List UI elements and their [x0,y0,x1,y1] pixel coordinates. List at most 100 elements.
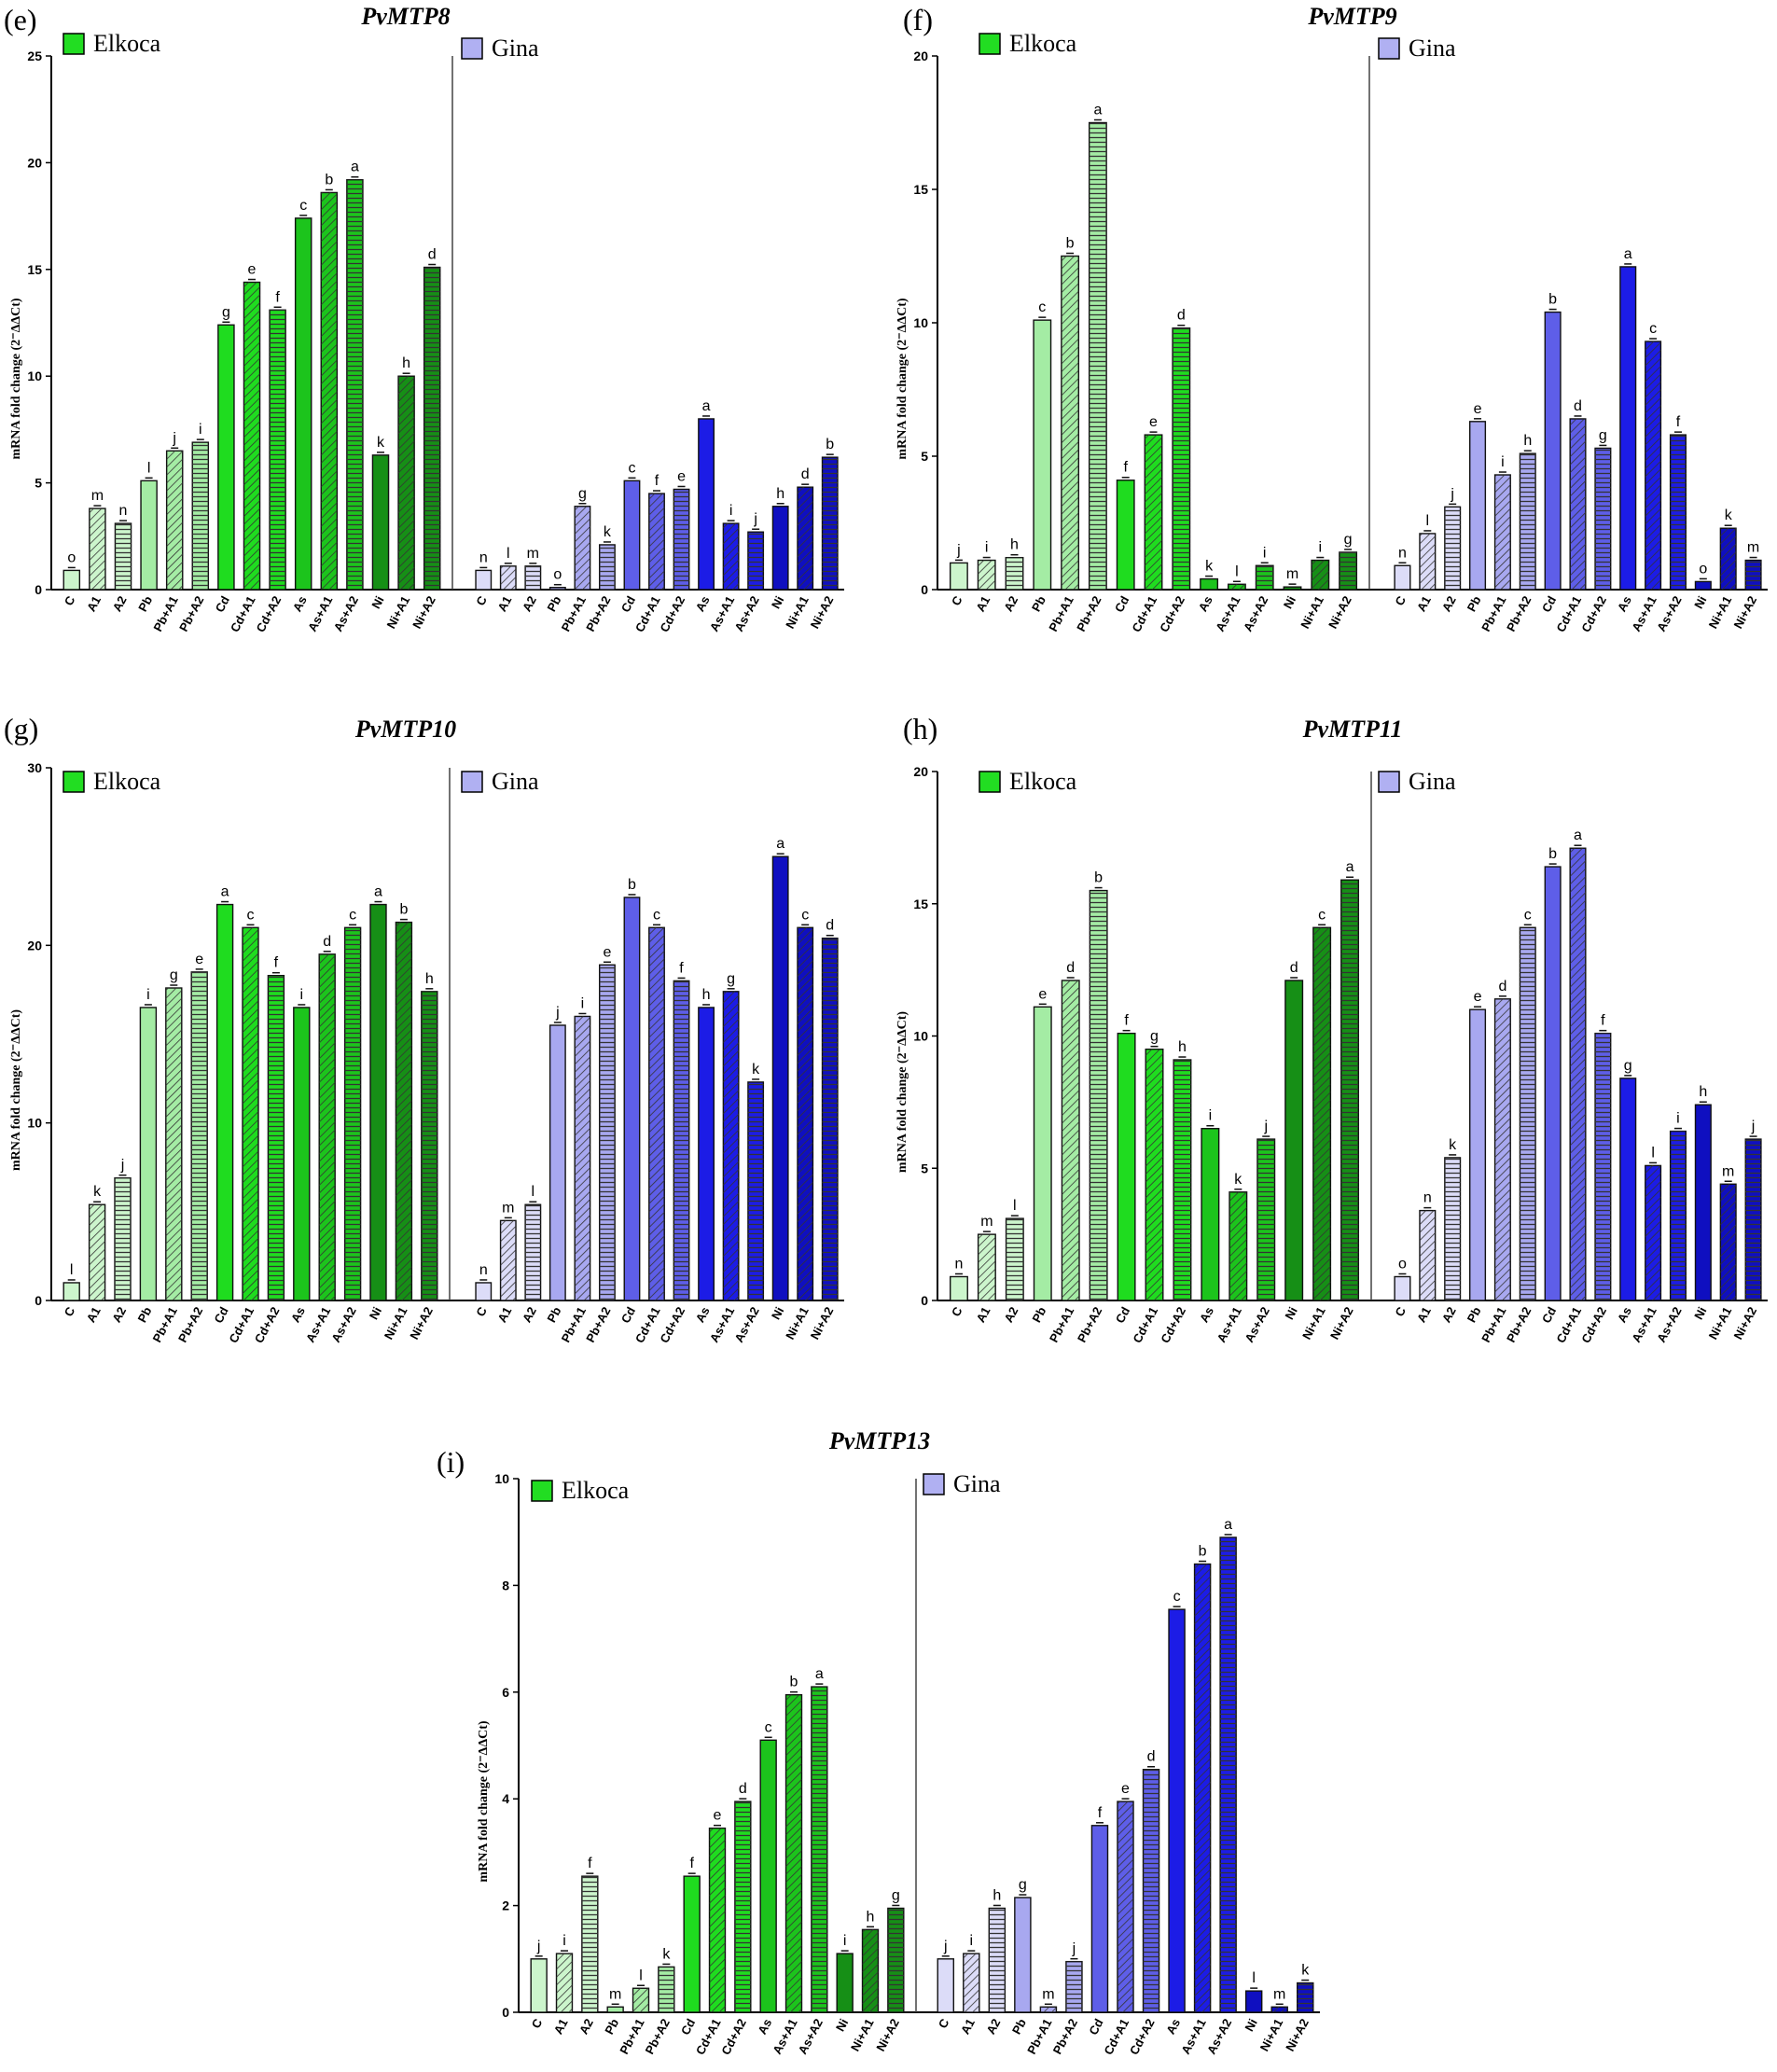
significance-letter: a [1093,103,1102,118]
x-tick-label: Ni+A1 [783,1304,812,1342]
bar-hatch [1745,1139,1761,1300]
x-tick-label: As [755,2016,774,2037]
bar-gina-As [1619,266,1637,591]
x-tick-label: A2 [520,593,539,614]
bar-hatch [1670,1131,1687,1300]
bar-hatch [1645,341,1661,590]
bar-elkoca-C [62,1282,80,1301]
x-tick-label: As [1196,593,1215,614]
x-tick-label: C [473,593,490,608]
bar-gina-As [1168,1608,1186,2013]
bar-hatch [1173,1060,1191,1300]
x-tick-label: A1 [494,1304,514,1325]
bar-hatch [747,532,764,590]
significance-letter: e [248,262,257,278]
bar-hatch [1312,560,1329,590]
x-tick-label: Ni+A2 [1326,593,1354,631]
significance-letter: h [776,486,784,502]
bar-hatch [166,451,183,590]
x-tick-label: As+A2 [1654,593,1684,633]
y-tick-label: 0 [35,582,42,597]
significance-letter: c [1649,321,1657,337]
bar-gina-C [937,1958,955,2013]
significance-letter: g [578,486,587,502]
significance-letter: e [677,468,686,484]
y-axis-label: mRNA fold change (2⁻ΔΔCt) [9,298,23,459]
significance-letter: c [628,460,635,476]
significance-letter: n [479,1262,488,1278]
significance-letter: d [739,1781,747,1797]
x-tick-label: Cd+A1 [1129,593,1159,634]
bar-hatch [89,1204,105,1300]
significance-letter: c [247,907,255,923]
x-tick-label: Cd+A2 [252,1304,283,1345]
significance-letter: n [1398,545,1407,561]
significance-letter: k [1301,1963,1310,1979]
x-tick-label: Cd [618,1304,638,1325]
bar-hatch [525,1204,541,1300]
bar-gina-Cd [1544,311,1562,591]
x-tick-label: Cd [1539,1304,1559,1325]
significance-letter: n [479,549,488,565]
bar-hatch [268,975,285,1300]
x-tick-label: Cd+A2 [1157,593,1187,634]
chart-panel-PvMTP11: PvMTP11 (h) 0 5 10 15 20 mRNA fold change (2⁻ΔΔ… [895,712,1768,1345]
bar-gina-As [698,418,715,591]
bar-hatch [1194,1564,1211,2012]
bar-gina-Pb [548,587,566,591]
x-tick-label: Cd [213,593,232,614]
x-tick-label: Ni+A1 [1706,1304,1735,1342]
bar-hatch [1520,927,1536,1300]
significance-letter: h [1699,1084,1707,1100]
x-tick-label: Cd+A2 [1158,1304,1188,1345]
x-tick-label: Ni+A2 [1730,1304,1759,1342]
x-tick-label: A2 [520,1304,539,1325]
bar-gina-Cd [1544,866,1562,1301]
x-tick-label: As+A2 [1241,593,1270,633]
bar-hatch [811,1687,827,2012]
bar-elkoca-As [1200,577,1219,591]
significance-letter: i [199,422,202,438]
y-tick-label: 15 [913,897,928,911]
legend-swatch-elkoca [62,33,85,55]
y-tick-label: 0 [921,582,928,597]
significance-letter: o [553,567,562,583]
legend-swatch-gina [461,771,483,793]
y-tick-label: 4 [502,1791,509,1806]
x-tick-label: Pb+A2 [583,1304,613,1344]
x-tick-label: As [1615,593,1634,614]
significance-letter: d [323,934,331,950]
legend-swatch-elkoca [62,771,85,793]
chart-title: PvMTP8 [360,3,450,30]
bar-hatch [887,1908,904,2012]
x-tick-label: Cd [618,593,638,614]
bar-hatch [1062,980,1079,1300]
bar-hatch [319,953,336,1300]
y-axis-label: mRNA fold change (2⁻ΔΔCt) [895,298,909,459]
significance-letter: a [351,160,359,175]
significance-letter: b [1199,1544,1207,1560]
significance-letter: m [1747,540,1759,556]
x-tick-label: Ni+A1 [1706,593,1735,631]
bar-hatch [632,1988,649,2012]
significance-letter: a [1624,246,1632,262]
bar-gina-C [475,569,493,591]
bar-elkoca-Ni [371,454,390,591]
significance-letter: f [1601,1013,1605,1029]
bar-hatch [1670,435,1687,590]
significance-letter: e [1121,1781,1130,1797]
legend-label-elkoca: Elkoca [1009,30,1077,57]
legend-label-gina: Gina [953,1470,1001,1497]
bar-gina-Cd [623,480,641,591]
y-tick-label: 8 [502,1578,509,1592]
bar-hatch [1745,560,1761,590]
significance-letter: b [1548,846,1557,862]
bar-hatch [822,457,838,590]
bar-elkoca-Cd [1116,480,1135,591]
x-tick-label: C [949,1304,965,1319]
bar-hatch [321,192,338,590]
significance-letter: k [93,1184,102,1200]
significance-letter: f [1676,414,1681,430]
panel-letter: (h) [903,712,937,745]
significance-letter: i [146,987,150,1003]
